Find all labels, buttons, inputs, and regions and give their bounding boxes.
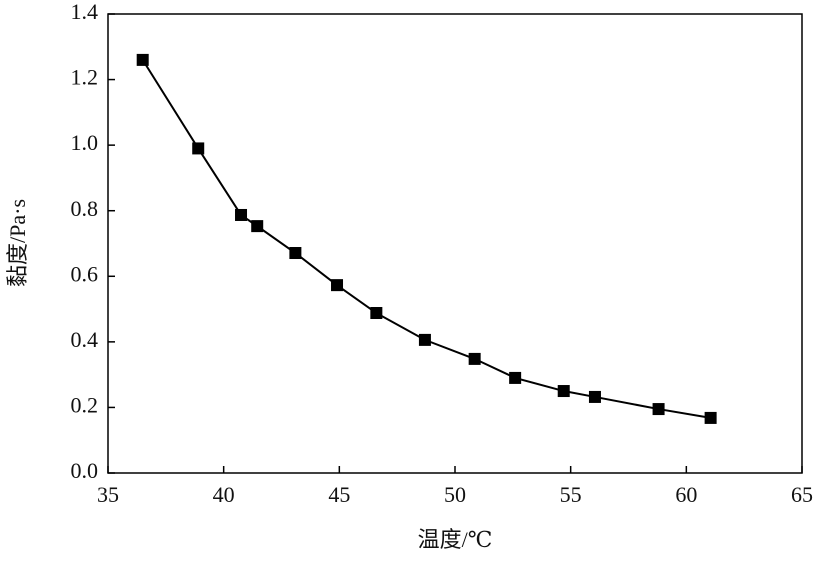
- data-point: [704, 411, 717, 424]
- data-point: [370, 307, 383, 320]
- y-tick-label: 0.4: [71, 327, 99, 352]
- y-tick-label: 0.6: [71, 261, 99, 286]
- y-tick-label: 1.0: [71, 130, 99, 155]
- x-axis-label: 温度/℃: [418, 527, 493, 552]
- data-point: [468, 352, 481, 365]
- data-point: [136, 53, 149, 66]
- data-point: [192, 142, 205, 155]
- x-tick-label: 60: [675, 482, 697, 507]
- y-tick-label: 0.0: [71, 458, 99, 483]
- data-point: [289, 247, 302, 260]
- y-tick-label: 1.4: [71, 0, 99, 24]
- data-point: [418, 333, 431, 346]
- data-point: [509, 371, 522, 384]
- x-tick-label: 55: [560, 482, 582, 507]
- data-point: [588, 390, 601, 403]
- data-point: [251, 220, 264, 233]
- data-point: [652, 403, 665, 416]
- x-tick-label: 50: [444, 482, 466, 507]
- data-point: [235, 208, 248, 221]
- x-tick-label: 65: [791, 482, 813, 507]
- y-axis-label: 黏度/Pa·s: [5, 199, 30, 287]
- plot-frame: [107, 13, 803, 474]
- data-point: [331, 279, 344, 292]
- data-point: [557, 385, 570, 398]
- y-tick-label: 1.2: [71, 65, 99, 90]
- data-line: [141, 59, 711, 419]
- y-tick-label: 0.2: [71, 392, 99, 417]
- x-tick-label: 35: [97, 482, 119, 507]
- y-tick-label: 0.8: [71, 196, 99, 221]
- x-tick-label: 40: [213, 482, 235, 507]
- x-tick-label: 45: [328, 482, 350, 507]
